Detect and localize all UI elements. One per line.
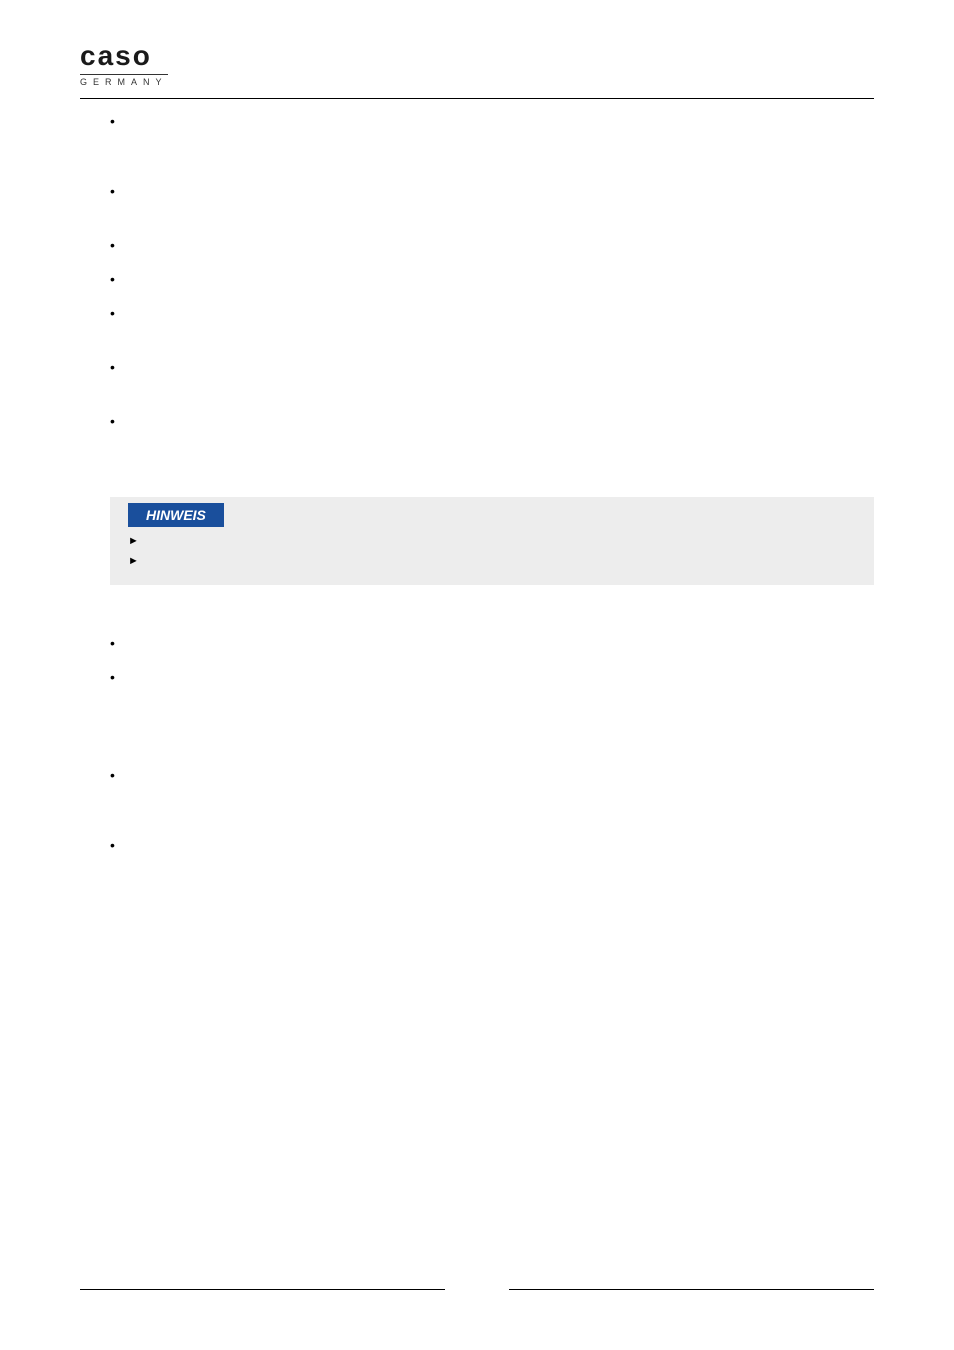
list-item — [110, 633, 874, 653]
list-item — [110, 111, 874, 167]
brand-logo: caso GERMANY — [80, 40, 874, 90]
bullet-list-mid — [110, 633, 874, 723]
list-item — [110, 269, 874, 289]
hinweis-arrow-list — [110, 535, 874, 571]
list-item — [110, 667, 874, 723]
hinweis-label: HINWEIS — [128, 503, 224, 527]
list-item — [110, 303, 874, 343]
hinweis-arrow-item — [128, 555, 874, 571]
bullet-list-top — [110, 111, 874, 467]
section-gap — [110, 737, 874, 765]
list-item — [110, 235, 874, 255]
hinweis-callout: HINWEIS — [110, 497, 874, 585]
bullet-list-bottom — [110, 765, 874, 875]
list-item — [110, 181, 874, 221]
list-item — [110, 835, 874, 875]
list-item — [110, 357, 874, 397]
hinweis-arrow-item — [128, 535, 874, 551]
list-item — [110, 411, 874, 467]
header-rule — [80, 98, 874, 99]
footer-rule-left — [80, 1289, 445, 1290]
brand-wordmark: caso — [80, 40, 874, 72]
list-item — [110, 765, 874, 821]
section-gap — [110, 605, 874, 633]
brand-subline: GERMANY — [80, 74, 168, 87]
footer-rule — [80, 1289, 874, 1290]
footer-rule-right — [509, 1289, 874, 1290]
page-content: HINWEIS — [80, 111, 874, 875]
